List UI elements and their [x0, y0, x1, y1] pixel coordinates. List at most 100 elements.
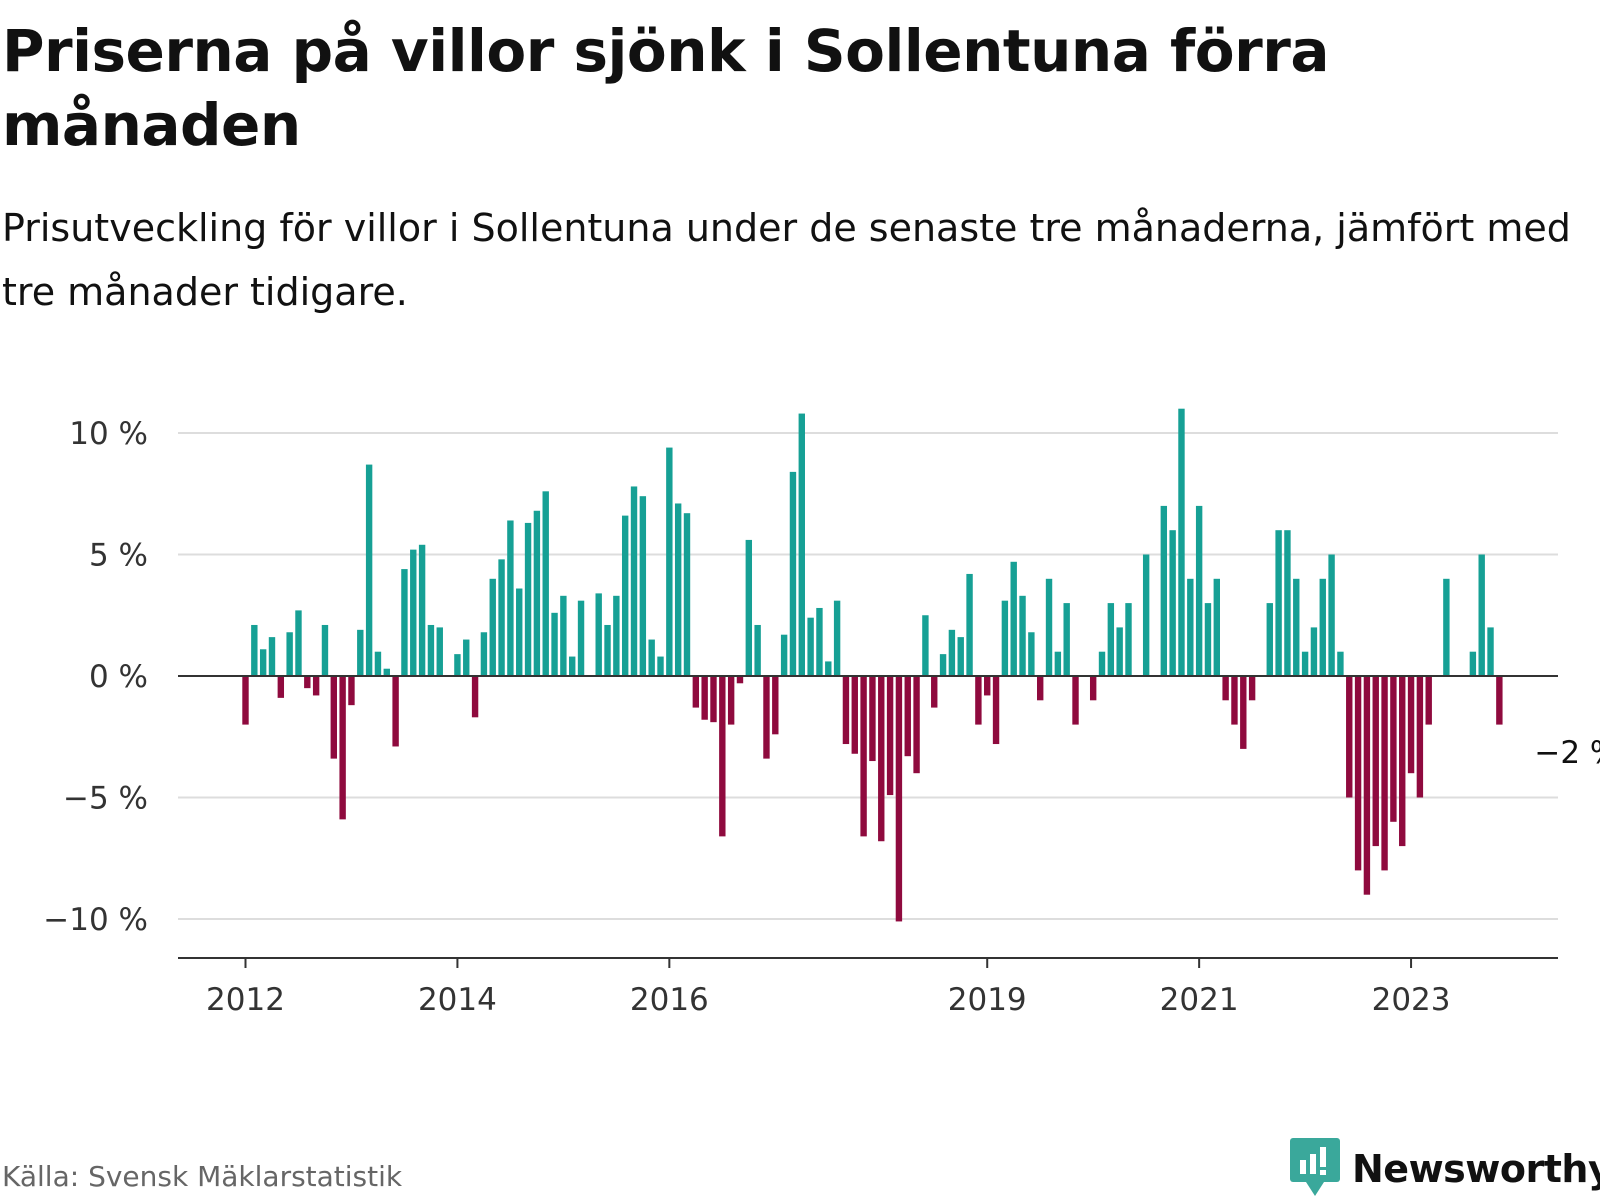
bar: [471, 676, 479, 718]
bar: [1425, 676, 1432, 725]
bar: [975, 676, 982, 725]
bar: [1116, 627, 1123, 676]
y-tick-label: −5 %: [63, 781, 148, 817]
newsworthy-logo-icon: [1290, 1138, 1340, 1196]
bar: [542, 491, 549, 676]
bar: [1319, 578, 1326, 676]
bar: [1407, 676, 1415, 774]
y-tick-label: 10 %: [69, 416, 148, 452]
bar: [1301, 651, 1309, 676]
bar: [1293, 578, 1300, 676]
bar: [1195, 505, 1203, 676]
bar: [895, 676, 903, 922]
x-axis-ticks: 2012 2014 2016 2019 2021 2023: [206, 958, 1451, 1018]
x-tick-label: 2019: [948, 982, 1027, 1018]
bar: [1381, 676, 1388, 871]
brand-name: Newsworthy: [1352, 1147, 1600, 1191]
bar: [560, 595, 567, 676]
last-value-label: −2 %: [1534, 735, 1600, 771]
bar: [489, 578, 496, 676]
bar: [789, 471, 797, 676]
bar: [736, 676, 744, 684]
chart-subtitle: Prisutveckling för villor i Sollentuna u…: [2, 206, 1571, 314]
bar: [851, 676, 858, 754]
bar: [1019, 595, 1026, 676]
bar: [701, 676, 708, 720]
bar: [427, 624, 435, 676]
bar: [719, 676, 726, 837]
bar: [931, 676, 938, 708]
bar: [1037, 676, 1044, 701]
bar: [833, 600, 841, 676]
bar: [1310, 627, 1318, 676]
bar: [312, 676, 320, 696]
x-tick-label: 2021: [1160, 982, 1239, 1018]
bar: [639, 496, 647, 676]
bar: [1107, 603, 1115, 676]
bar: [1098, 651, 1106, 676]
bars: [242, 408, 1503, 922]
bar: [613, 595, 620, 676]
bar: [621, 515, 629, 676]
bar: [1125, 603, 1132, 676]
bar: [710, 676, 717, 723]
bar: [1169, 530, 1176, 676]
bar: [1469, 651, 1477, 676]
y-tick-label: 0 %: [89, 659, 148, 695]
bar: [392, 676, 399, 747]
bar: [321, 624, 329, 676]
bar: [436, 627, 443, 676]
bar: [754, 624, 761, 676]
bar: [1337, 651, 1344, 676]
bar: [1213, 578, 1220, 676]
bar-chart: 10 % 5 % 0 % −5 % −10 % 2012 2014 2016 2019 2021…: [43, 408, 1600, 1018]
bar: [674, 503, 682, 676]
bar: [1443, 578, 1450, 676]
bar: [410, 549, 417, 676]
source-note: Källa: Svensk Mäklarstatistik: [2, 1160, 403, 1193]
bar: [1275, 530, 1282, 676]
bar: [295, 610, 302, 676]
bar: [1266, 603, 1273, 676]
bar: [1054, 651, 1062, 676]
bar: [569, 656, 576, 676]
x-tick-label: 2016: [630, 982, 709, 1018]
bar: [524, 522, 532, 676]
bar: [1222, 676, 1229, 701]
bar: [418, 544, 426, 676]
bar: [533, 510, 541, 676]
bar: [666, 447, 673, 676]
bar: [1399, 676, 1406, 847]
bar: [1063, 603, 1070, 676]
bar: [984, 676, 991, 696]
bar: [1372, 676, 1379, 847]
bar: [869, 676, 876, 762]
bar: [551, 612, 558, 676]
bar: [913, 676, 920, 774]
bar: [1328, 554, 1335, 676]
bar: [1390, 676, 1397, 822]
bar: [1089, 676, 1097, 701]
bar: [348, 676, 355, 706]
bar: [1204, 603, 1212, 676]
bar: [727, 676, 735, 725]
annotations: −2 %: [1534, 735, 1600, 771]
bar: [259, 649, 267, 676]
bar: [966, 573, 973, 676]
bar: [825, 661, 832, 676]
bar: [595, 593, 602, 676]
bar: [763, 676, 770, 759]
bar: [304, 676, 311, 689]
bar: [1142, 554, 1150, 676]
bar: [1363, 676, 1371, 895]
bar: [1478, 554, 1485, 676]
bar: [772, 676, 779, 735]
y-axis-labels: 10 % 5 % 0 % −5 % −10 %: [43, 416, 148, 938]
bar: [251, 624, 258, 676]
bar: [1248, 676, 1256, 701]
bar: [1284, 530, 1291, 676]
bar: [1072, 676, 1079, 725]
x-tick-label: 2023: [1372, 982, 1451, 1018]
x-tick-label: 2014: [418, 982, 497, 1018]
bar: [860, 676, 867, 837]
